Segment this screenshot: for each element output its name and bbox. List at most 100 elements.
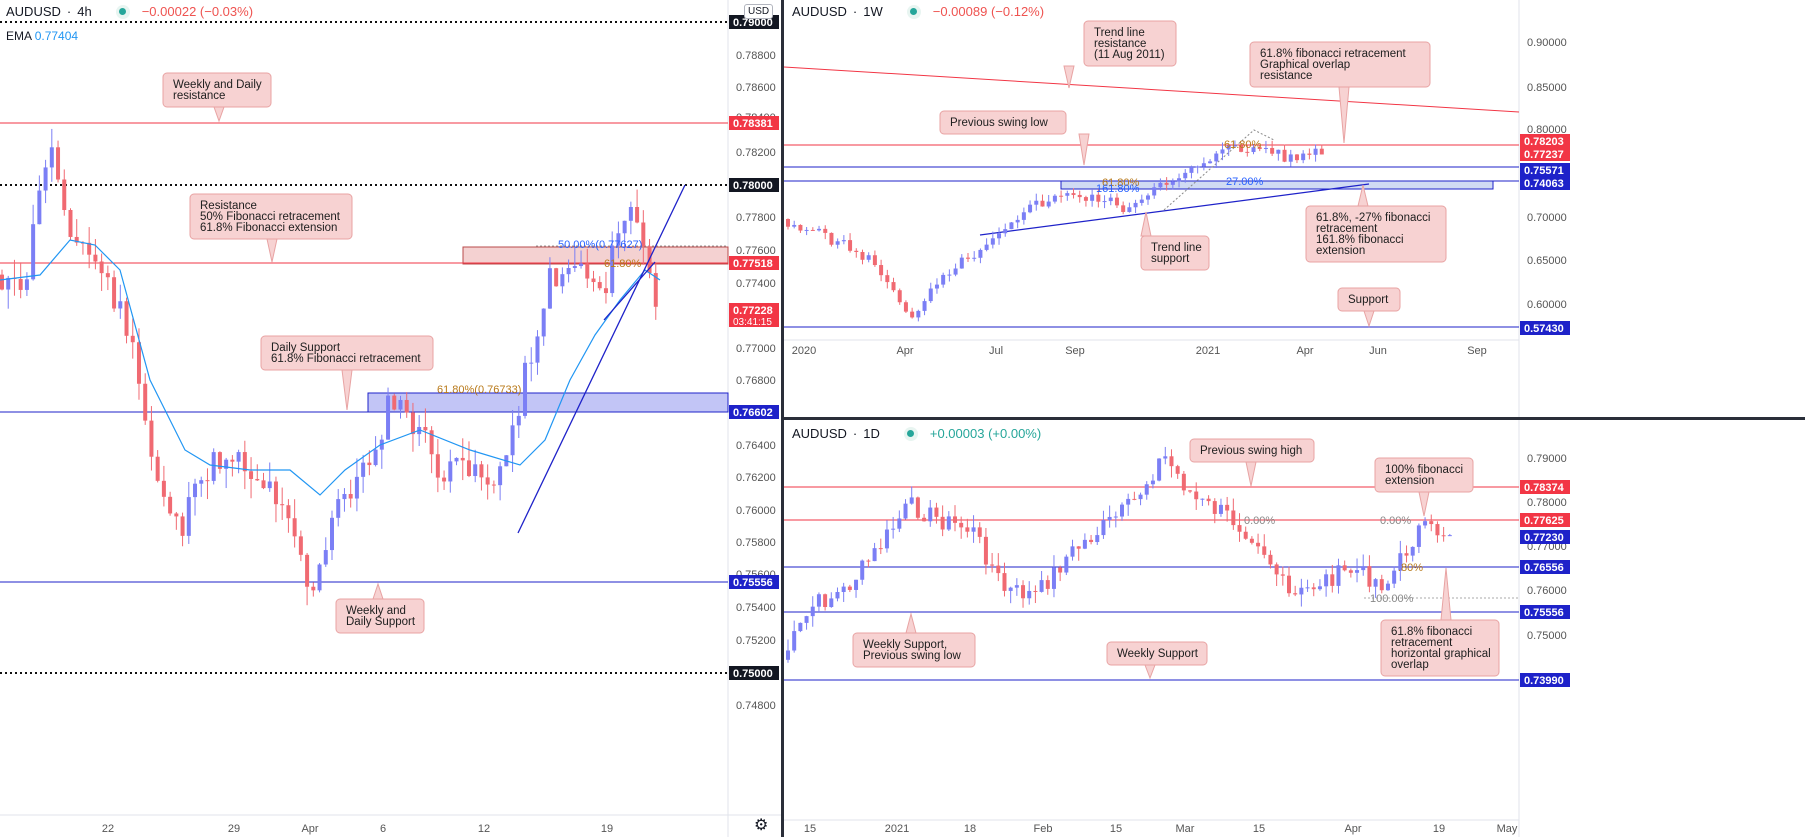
candle-body bbox=[922, 517, 927, 522]
candle-body bbox=[404, 399, 409, 413]
candle-body bbox=[1282, 149, 1287, 162]
note-resistance-fib-text: 61.8% Fibonacci extension bbox=[200, 222, 337, 234]
x-tick-4h: 12 bbox=[478, 823, 490, 835]
candle-body bbox=[934, 284, 939, 289]
note-daily-support-text: Daily Support bbox=[271, 342, 341, 354]
candle-body bbox=[68, 209, 73, 237]
y-tick-1w: 0.90000 bbox=[1527, 37, 1567, 49]
candle-body bbox=[1423, 521, 1428, 526]
note-support-pointer bbox=[1363, 310, 1375, 328]
ema-legend[interactable]: EMA 0.77404 bbox=[6, 29, 78, 43]
chart-panel-1d[interactable]: 0.00% 0.00% 100.00% .80% Previous swing high… bbox=[784, 420, 1805, 837]
candle-body bbox=[31, 224, 36, 280]
candle-body bbox=[99, 261, 104, 274]
chart-panel-4h[interactable]: 50.00%(0.77627) 61.80% 61.80%(0.76733) Week… bbox=[0, 0, 781, 837]
note-weekly-support-swing-low-text: Weekly Support, bbox=[863, 639, 947, 651]
trendline-support-1w bbox=[979, 183, 1370, 236]
candle-body bbox=[610, 245, 615, 294]
candle-body bbox=[1076, 546, 1081, 549]
x-tick-4h: 22 bbox=[102, 823, 114, 835]
candle-body bbox=[186, 497, 191, 536]
candle-body bbox=[616, 233, 621, 246]
candle-body bbox=[1070, 546, 1075, 557]
candle-body bbox=[978, 249, 983, 258]
candle-body bbox=[910, 311, 915, 318]
symbol-1w[interactable]: AUDUSD bbox=[792, 4, 847, 19]
price-badge-1d-bg bbox=[1520, 513, 1570, 527]
candle-body bbox=[398, 399, 403, 410]
chart-1d[interactable]: 0.00% 0.00% 100.00% .80% Previous swing high… bbox=[784, 420, 1805, 837]
candle-body bbox=[261, 480, 266, 489]
candle-body bbox=[1095, 535, 1100, 543]
candle-body bbox=[1008, 587, 1013, 591]
candle-body bbox=[1169, 456, 1174, 467]
price-badge-1w-bg bbox=[1520, 147, 1570, 161]
candle-body bbox=[193, 483, 198, 498]
change-4h: −0.00022 (−0.03%) bbox=[141, 4, 254, 19]
candle-body bbox=[255, 478, 260, 481]
note-weekly-daily-support-text: Weekly and bbox=[346, 605, 406, 617]
candle-body bbox=[1120, 504, 1124, 517]
chart-4h[interactable]: 50.00%(0.77627) 61.80% 61.80%(0.76733) Week… bbox=[0, 0, 781, 837]
candle-body bbox=[823, 228, 828, 233]
y-tick-1w: 0.85000 bbox=[1527, 82, 1567, 94]
candle-body bbox=[990, 564, 995, 566]
price-badge-4h: 0.76602 bbox=[733, 407, 773, 419]
chart-panel-1w[interactable]: 61.80% 61.80% 161.80% 27.00% Trend line resis… bbox=[784, 0, 1805, 417]
gear-icon[interactable]: ⚙ bbox=[754, 817, 769, 834]
price-badge-1w: 0.77237 bbox=[1524, 149, 1564, 161]
candle-body bbox=[491, 484, 496, 486]
candle-body bbox=[953, 516, 957, 523]
candle-body bbox=[1324, 574, 1329, 587]
symbol-1d[interactable]: AUDUSD bbox=[792, 426, 847, 441]
x-tick-1w: 2020 bbox=[792, 345, 816, 357]
ema-value: 0.77404 bbox=[34, 29, 79, 43]
currency-badge[interactable]: USD bbox=[744, 4, 774, 19]
candle-body bbox=[1170, 181, 1175, 185]
price-badge-4h: 0.77228 bbox=[733, 305, 773, 317]
candle-body bbox=[1009, 222, 1014, 230]
candle-body bbox=[286, 505, 291, 519]
symbol-4h[interactable]: AUDUSD bbox=[6, 4, 61, 19]
candle-body bbox=[161, 480, 166, 497]
candle-body bbox=[878, 548, 883, 550]
candle-body bbox=[1002, 573, 1007, 591]
note-fib-horizontal-overlap bbox=[1380, 619, 1500, 677]
x-tick-1d: 15 bbox=[1110, 823, 1122, 835]
candle-body bbox=[311, 586, 316, 591]
candle-body bbox=[168, 496, 173, 514]
candle-body bbox=[941, 274, 946, 285]
candle-body bbox=[180, 516, 185, 536]
candle-body bbox=[485, 477, 490, 485]
candle-body bbox=[1133, 202, 1138, 208]
candle-body bbox=[1065, 193, 1070, 196]
candle-body bbox=[792, 631, 797, 651]
candle-body bbox=[1139, 199, 1144, 203]
panel-divider-horizontal[interactable] bbox=[784, 417, 1805, 420]
candle-body bbox=[1146, 195, 1150, 200]
candle-body bbox=[442, 477, 447, 482]
interval-1d[interactable]: 1D bbox=[863, 426, 880, 441]
note-fib-horizontal-overlap-text: 61.8% fibonacci bbox=[1391, 626, 1472, 638]
change-1w: −0.00089 (−0.12%) bbox=[932, 4, 1045, 19]
price-badge-1d-bg bbox=[1520, 673, 1570, 687]
price-badge-4h-bg bbox=[729, 666, 779, 680]
candle-body bbox=[1225, 504, 1230, 511]
candle-body bbox=[1301, 153, 1306, 161]
candle-body bbox=[1218, 504, 1223, 514]
candle-body bbox=[74, 236, 79, 243]
fib-drawing bbox=[1163, 129, 1275, 211]
candle-body bbox=[136, 342, 141, 384]
candle-body bbox=[971, 527, 976, 532]
candle-body bbox=[983, 536, 988, 565]
chart-1w[interactable]: 61.80%61.80%161.80%27.00%Trend lineresis… bbox=[784, 0, 1805, 417]
candle-body bbox=[792, 224, 797, 227]
panel-divider-vertical[interactable] bbox=[781, 0, 784, 837]
note-daily-support-pointer bbox=[341, 369, 353, 411]
candle-body bbox=[24, 279, 29, 290]
price-badge-4h-bg bbox=[729, 405, 779, 419]
interval-1w[interactable]: 1W bbox=[863, 4, 883, 19]
price-badge-4h-bg bbox=[729, 178, 779, 192]
interval-4h[interactable]: 4h bbox=[77, 4, 92, 19]
candle-body bbox=[1299, 587, 1304, 595]
